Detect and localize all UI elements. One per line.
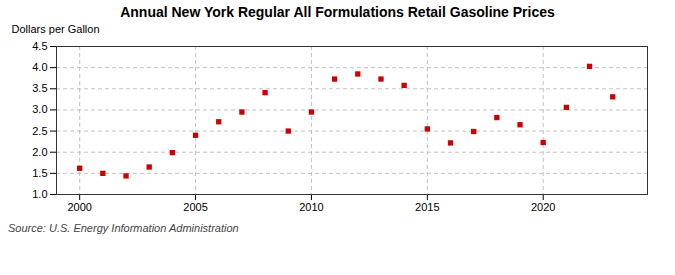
svg-text:2010: 2010: [299, 201, 323, 213]
svg-text:2005: 2005: [183, 201, 207, 213]
svg-text:4.5: 4.5: [32, 40, 47, 52]
svg-text:3.0: 3.0: [32, 103, 47, 115]
svg-text:2020: 2020: [531, 201, 555, 213]
svg-text:1.5: 1.5: [32, 167, 47, 179]
svg-text:Dollars per Gallon: Dollars per Gallon: [12, 23, 100, 35]
html-text:Source: U.S. Energy Informatio: Source: U.S. Energy Information Administ…: [8, 222, 239, 234]
svg-text:2000: 2000: [67, 201, 91, 213]
svg-text:1.0: 1.0: [32, 188, 47, 200]
svg-text:3.5: 3.5: [32, 82, 47, 94]
svg-text:2.0: 2.0: [32, 146, 47, 158]
svg-text:4.0: 4.0: [32, 61, 47, 73]
svg-text:2.5: 2.5: [32, 125, 47, 137]
svg-text:2015: 2015: [415, 201, 439, 213]
html-text:Annual New York Regular All Fo: Annual New York Regular All Formulations…: [120, 4, 555, 20]
